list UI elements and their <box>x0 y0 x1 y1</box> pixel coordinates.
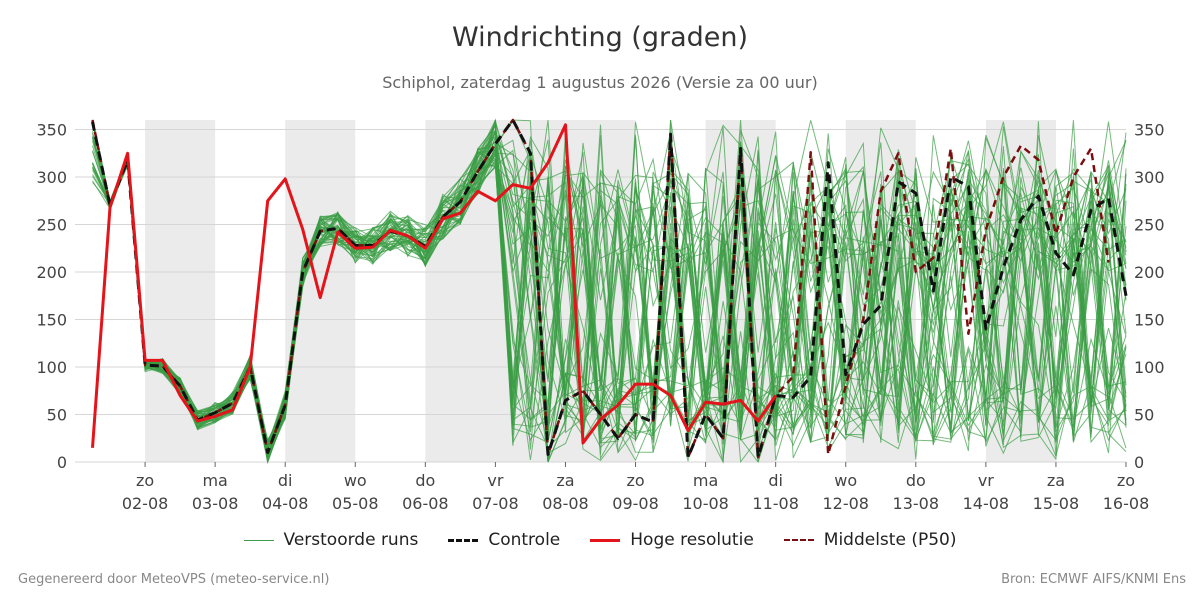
footer-source: Bron: ECMWF AIFS/KNMI Ens <box>1001 572 1186 587</box>
x-tick-date: 10-08 <box>682 494 729 513</box>
x-tick-day: zo <box>1117 471 1135 490</box>
y-tick-label-left: 200 <box>36 263 67 282</box>
y-tick-label-right: 100 <box>1134 358 1165 377</box>
x-tick-date: 08-08 <box>542 494 589 513</box>
legend-swatch-controle <box>448 538 479 542</box>
x-tick-date: 09-08 <box>612 494 659 513</box>
x-tick-day: di <box>768 471 783 490</box>
x-tick-date: 12-08 <box>822 494 869 513</box>
legend-swatch-verstoorde-runs <box>243 539 274 541</box>
y-tick-label-left: 250 <box>36 216 67 235</box>
x-tick-date: 02-08 <box>122 494 169 513</box>
x-tick-date: 04-08 <box>262 494 309 513</box>
x-tick-date: 16-08 <box>1103 494 1150 513</box>
legend-item-verstoorde-runs: Verstoorde runs <box>243 530 419 550</box>
y-tick-label-right: 0 <box>1134 453 1144 472</box>
legend-label: Controle <box>488 530 561 550</box>
chart-legend: Verstoorde runs Controle Hoge resolutie … <box>0 530 1200 550</box>
y-tick-label-left: 300 <box>36 168 67 187</box>
ensemble-member-line <box>92 120 1127 445</box>
x-tick-date: 06-08 <box>402 494 449 513</box>
legend-item-middelste: Middelste (P50) <box>783 530 957 550</box>
legend-item-controle: Controle <box>448 530 560 550</box>
y-tick-label-left: 50 <box>47 406 67 425</box>
y-tick-label-right: 50 <box>1134 406 1154 425</box>
legend-label: Hoge resolutie <box>630 530 754 550</box>
x-tick-day: zo <box>136 471 154 490</box>
footer-generated-by: Gegenereerd door MeteoVPS (meteo-service… <box>18 572 330 587</box>
y-tick-label-left: 350 <box>36 121 67 140</box>
x-tick-date: 05-08 <box>332 494 379 513</box>
x-tick-date: 13-08 <box>893 494 940 513</box>
x-tick-day: do <box>415 471 435 490</box>
x-tick-date: 15-08 <box>1033 494 1080 513</box>
x-tick-day: za <box>556 471 574 490</box>
day-band-04-08 <box>285 120 356 462</box>
y-tick-label-right: 250 <box>1134 216 1165 235</box>
x-tick-day: do <box>906 471 926 490</box>
legend-label: Verstoorde runs <box>283 530 419 550</box>
series-line-controle <box>91 118 1128 459</box>
y-tick-label-right: 150 <box>1134 311 1165 330</box>
ensemble-member-line <box>92 119 1127 464</box>
series-line-hoge-resolutie <box>91 123 777 448</box>
x-tick-day: wo <box>344 471 367 490</box>
y-tick-label-left: 100 <box>36 358 67 377</box>
x-tick-date: 07-08 <box>472 494 519 513</box>
legend-swatch-middelste <box>783 539 814 541</box>
series-line-middelste-p50 <box>91 118 1110 459</box>
x-tick-day: ma <box>202 471 227 490</box>
x-tick-day: di <box>278 471 293 490</box>
y-tick-label-right: 300 <box>1134 168 1165 187</box>
chart-subtitle: Schiphol, zaterdag 1 augustus 2026 (Vers… <box>382 73 818 92</box>
y-tick-label-right: 200 <box>1134 263 1165 282</box>
x-tick-day: ma <box>693 471 718 490</box>
x-tick-day: vr <box>487 471 503 490</box>
y-tick-label-left: 0 <box>57 453 67 472</box>
x-tick-date: 03-08 <box>192 494 239 513</box>
x-tick-day: zo <box>626 471 644 490</box>
y-tick-label-right: 350 <box>1134 121 1165 140</box>
y-tick-label-left: 150 <box>36 311 67 330</box>
chart-title: Windrichting (graden) <box>451 22 749 53</box>
legend-swatch-hoge-resolutie <box>590 538 621 542</box>
x-tick-day: vr <box>978 471 994 490</box>
x-tick-day: wo <box>834 471 857 490</box>
x-tick-date: 11-08 <box>752 494 799 513</box>
legend-label: Middelste (P50) <box>823 530 957 550</box>
x-tick-day: za <box>1047 471 1065 490</box>
legend-item-hoge-resolutie: Hoge resolutie <box>590 530 754 550</box>
x-tick-date: 14-08 <box>963 494 1010 513</box>
